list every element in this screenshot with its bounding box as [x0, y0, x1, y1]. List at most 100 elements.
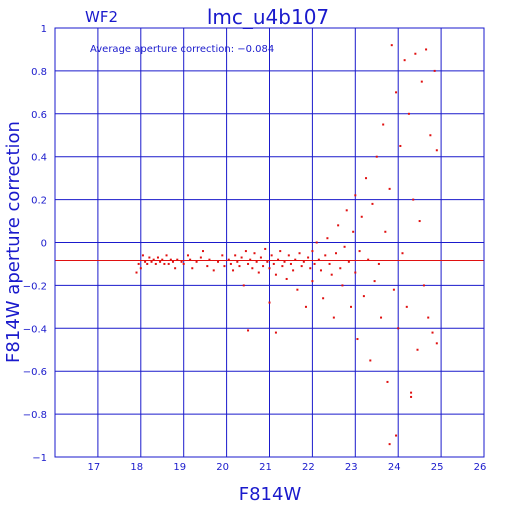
data-point: [350, 305, 353, 308]
data-point: [317, 258, 320, 261]
grid: [55, 27, 485, 458]
data-point: [311, 250, 314, 253]
data-point: [373, 280, 376, 283]
data-point: [343, 245, 346, 248]
y-tick-label: 0: [41, 239, 47, 250]
data-point: [262, 265, 265, 268]
y-tick-labels: 1 0.8 0.6 0.4 0.2 0 −0.2 −0.4 −0.6 −0.8 −1: [23, 24, 47, 464]
y-tick-label: 0.2: [31, 196, 47, 207]
data-point: [221, 254, 224, 257]
data-point: [416, 348, 419, 351]
data-point: [300, 265, 303, 268]
y-axis-label: F814W aperture correction: [3, 121, 24, 363]
data-point: [358, 250, 361, 253]
y-tick-label: −1: [32, 453, 47, 464]
data-point: [251, 267, 254, 270]
data-point: [234, 254, 237, 257]
data-point: [249, 258, 252, 261]
data-point: [159, 260, 162, 263]
data-points: [135, 44, 438, 446]
data-point: [287, 254, 290, 257]
data-point: [365, 177, 368, 180]
data-point: [435, 149, 438, 152]
data-point: [360, 215, 363, 218]
plot-frame: [54, 27, 485, 458]
data-point: [401, 252, 404, 255]
data-point: [294, 258, 297, 261]
data-point: [274, 331, 277, 334]
data-point: [399, 144, 402, 147]
data-point: [420, 80, 423, 83]
data-point: [154, 262, 157, 265]
data-point: [259, 256, 262, 259]
panel-label: WF2: [85, 8, 118, 26]
data-point: [367, 258, 370, 261]
x-tick-label: 21: [259, 462, 272, 473]
data-point: [240, 256, 243, 259]
data-point: [307, 256, 310, 259]
data-point: [264, 247, 267, 250]
data-point: [382, 123, 385, 126]
data-point: [395, 91, 398, 94]
data-point: [313, 262, 316, 265]
data-point: [277, 258, 280, 261]
data-point: [384, 230, 387, 233]
data-point: [247, 262, 250, 265]
data-point: [208, 258, 211, 261]
data-point: [431, 331, 434, 334]
data-point: [247, 329, 250, 332]
data-point: [326, 237, 329, 240]
x-axis-label: F814W: [239, 484, 302, 505]
x-tick-label: 26: [474, 462, 487, 473]
data-point: [236, 260, 239, 263]
data-point: [403, 59, 406, 62]
data-point: [407, 112, 410, 115]
chart-title: lmc_u4b107: [207, 5, 329, 29]
data-point: [156, 256, 159, 259]
y-tick-label: −0.4: [23, 324, 47, 335]
data-point: [390, 44, 393, 47]
data-point: [380, 316, 383, 319]
data-point: [345, 209, 348, 212]
data-point: [176, 258, 179, 261]
data-point: [337, 224, 340, 227]
data-point: [266, 260, 269, 263]
data-point: [148, 256, 151, 259]
data-point: [298, 252, 301, 255]
data-point: [199, 256, 202, 259]
data-point: [141, 254, 144, 257]
data-point: [289, 262, 292, 265]
data-point: [279, 250, 282, 253]
data-point: [217, 260, 220, 263]
data-point: [362, 295, 365, 298]
data-point: [212, 269, 215, 272]
y-tick-label: 0.6: [31, 110, 47, 121]
data-point: [302, 260, 305, 263]
data-point: [135, 271, 138, 274]
data-point: [397, 327, 400, 330]
x-tick-label: 18: [130, 462, 143, 473]
average-annotation: Average aperture correction: −0.084: [90, 44, 274, 55]
data-point: [433, 69, 436, 72]
data-point: [435, 342, 438, 345]
y-tick-label: 0.4: [31, 153, 47, 164]
data-point: [388, 443, 391, 446]
data-point: [232, 269, 235, 272]
data-point: [347, 260, 350, 263]
data-point: [272, 262, 275, 265]
data-point: [352, 230, 355, 233]
data-point: [163, 262, 166, 265]
data-point: [425, 48, 428, 51]
data-point: [189, 258, 192, 261]
x-tick-label: 25: [431, 462, 444, 473]
data-point: [410, 395, 413, 398]
data-point: [255, 260, 258, 263]
data-point: [375, 155, 378, 158]
data-point: [223, 265, 226, 268]
x-tick-label: 20: [216, 462, 229, 473]
x-tick-label: 19: [173, 462, 186, 473]
data-point: [186, 254, 189, 257]
data-point: [270, 254, 273, 257]
data-point: [386, 380, 389, 383]
x-tick-label: 17: [88, 462, 101, 473]
